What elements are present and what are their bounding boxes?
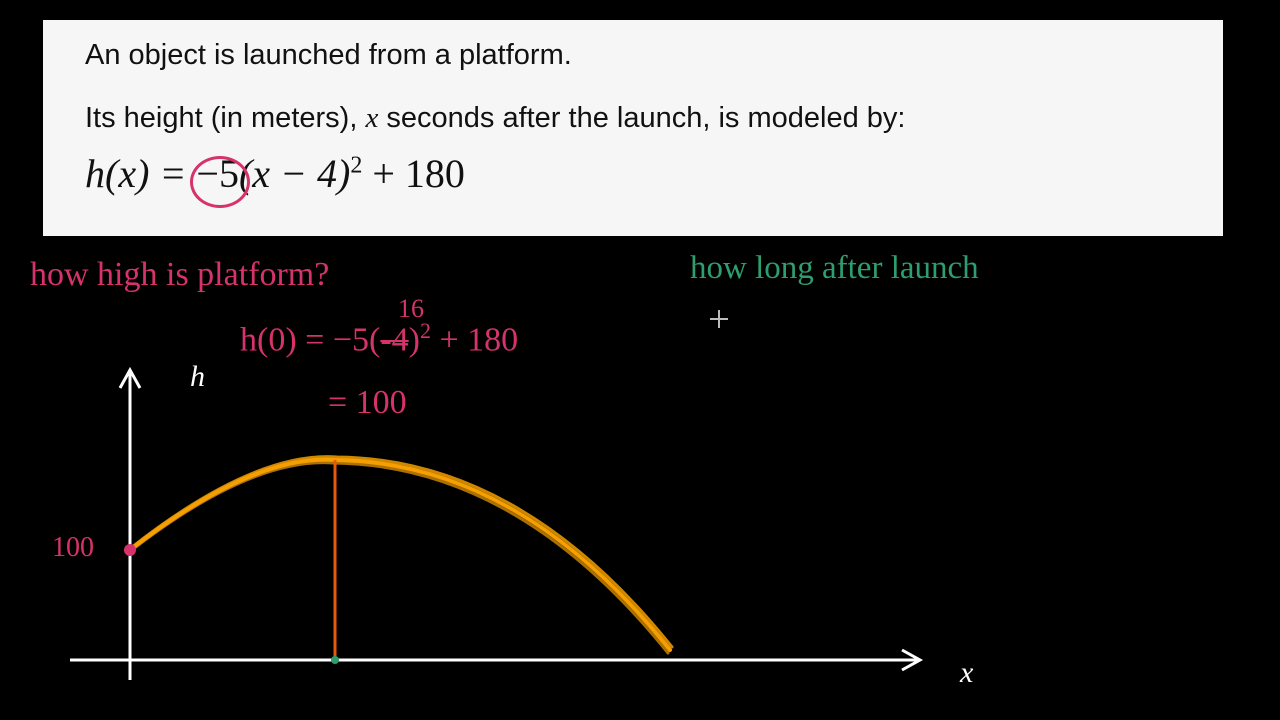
formula-exp: 2 [350, 152, 362, 178]
parabola-graph [40, 360, 960, 710]
work1-a: h(0) = −5( [240, 321, 380, 358]
parabola-curve-sketch2 [132, 457, 672, 647]
y-tick-100-label: 100 [52, 532, 94, 564]
formula-prefix: h(x) = [85, 151, 196, 196]
cursor-crosshair [710, 310, 728, 328]
formula-coef: −5 [196, 151, 239, 196]
problem-formula: h(x) = −5(x − 4)2 + 180 [85, 150, 1181, 197]
question-time-after-launch: how long after launch [690, 250, 979, 287]
axis-label-x: x [960, 656, 973, 690]
work-line-1: h(0) = −5(-4)2 + 180 [240, 318, 518, 359]
work1-strike: -4 [380, 321, 408, 358]
vertex-base-dot [331, 656, 339, 664]
formula-paren: (x − 4) [239, 151, 350, 196]
problem-line-2: Its height (in meters), x seconds after … [85, 101, 1181, 136]
problem-line-1: An object is launched from a platform. [85, 38, 1181, 73]
problem-line-2a: Its height (in meters), [85, 102, 365, 134]
work1-c: + 180 [431, 321, 518, 358]
problem-card: An object is launched from a platform. I… [43, 20, 1223, 236]
work1-b: ) [409, 321, 420, 358]
problem-line-2b: seconds after the launch, is modeled by: [378, 102, 905, 134]
axis-label-h: h [190, 360, 205, 394]
formula-tail: + 180 [362, 151, 465, 196]
problem-var-x: x [365, 102, 378, 134]
y-intercept-dot [124, 544, 136, 556]
parabola-curve [130, 460, 670, 650]
work1-over: 16 [398, 294, 424, 324]
question-platform-height: how high is platform? [30, 256, 329, 294]
